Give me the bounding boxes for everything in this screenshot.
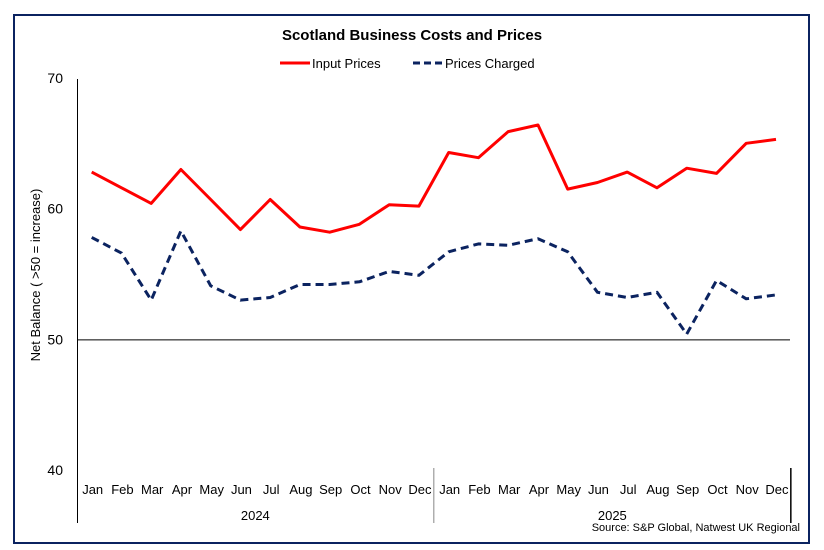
x-tick-label: Apr: [172, 482, 193, 497]
chart-title: Scotland Business Costs and Prices: [282, 27, 542, 44]
x-tick-label: Oct: [707, 482, 728, 497]
x-tick-label: Aug: [646, 482, 669, 497]
x-tick-label: Jan: [439, 482, 460, 497]
x-tick-label: May: [556, 482, 581, 497]
x-tick-label: Mar: [498, 482, 521, 497]
x-tick-label: Jun: [231, 482, 252, 497]
x-tick-label: Mar: [141, 482, 164, 497]
x-tick-label: Jan: [82, 482, 103, 497]
legend-label-input-prices: Input Prices: [312, 56, 381, 71]
x-tick-label: Jul: [620, 482, 637, 497]
year-label: 2025: [598, 508, 627, 523]
x-tick-label: Nov: [736, 482, 760, 497]
x-tick-label: Dec: [765, 482, 789, 497]
legend: Input Prices Prices Charged: [280, 56, 535, 71]
y-tick-label: 50: [47, 331, 63, 347]
x-tick-label: May: [199, 482, 224, 497]
y-tick-label: 70: [47, 70, 63, 86]
x-tick-label: Feb: [111, 482, 133, 497]
x-tick-label: Aug: [289, 482, 312, 497]
y-tick-label: 60: [47, 201, 63, 217]
x-tick-label: Feb: [468, 482, 490, 497]
series-line-prices-charged: [91, 229, 777, 336]
x-tick-label: Dec: [408, 482, 432, 497]
x-tick-label: Nov: [379, 482, 403, 497]
x-tick-label: Jul: [263, 482, 280, 497]
source-note: Source: S&P Global, Natwest UK Regional: [592, 522, 800, 534]
x-tick-label: Apr: [529, 482, 550, 497]
series-line-input-prices: [91, 123, 777, 234]
x-tick-label: Oct: [350, 482, 371, 497]
y-axis-label: Net Balance ( >50 = increase): [28, 189, 43, 362]
chart-frame: [13, 14, 810, 544]
year-label: 2024: [241, 508, 270, 523]
x-tick-label: Jun: [588, 482, 609, 497]
legend-label-prices-charged: Prices Charged: [445, 56, 535, 71]
x-tick-label: Sep: [676, 482, 699, 497]
y-tick-label: 40: [47, 462, 63, 478]
x-tick-label: Sep: [319, 482, 342, 497]
